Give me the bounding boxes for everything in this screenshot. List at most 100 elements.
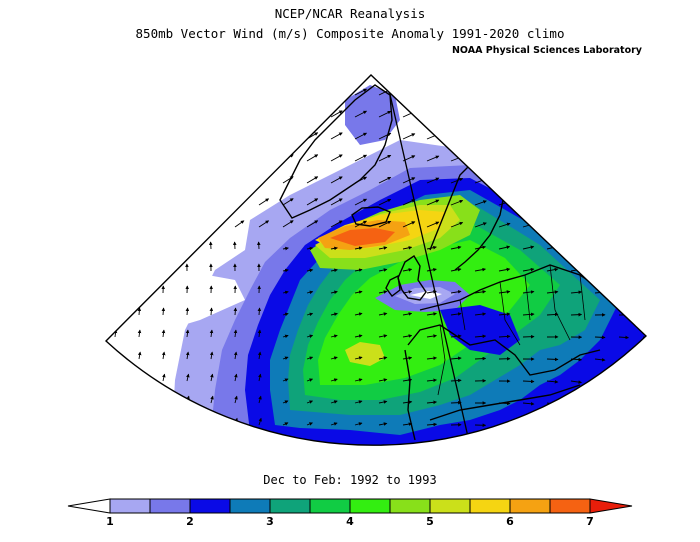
wind-vector [522, 201, 535, 206]
wind-vector [426, 334, 437, 338]
wind-vector [282, 400, 289, 404]
wind-vector [474, 200, 487, 206]
wind-vector [594, 358, 606, 362]
wind-vector [546, 157, 558, 162]
wind-vector [210, 198, 220, 206]
wind-vector [330, 378, 338, 382]
wind-vector [402, 334, 413, 338]
wind-vector [450, 334, 462, 338]
wind-vector [114, 177, 121, 184]
wind-vector [642, 181, 646, 184]
wind-vector [114, 133, 121, 140]
colorbar-swatch [189, 498, 231, 514]
wind-vector [210, 373, 214, 382]
wind-vector [258, 395, 262, 404]
wind-vector [210, 439, 215, 446]
wind-vector [642, 115, 646, 118]
wind-vector [211, 463, 214, 470]
wind-vector [306, 400, 314, 404]
wind-vector [138, 155, 146, 162]
wind-vector [642, 203, 646, 206]
colorbar-tick-label: 2 [186, 515, 194, 528]
wind-vector [162, 89, 171, 96]
wind-vector [210, 154, 220, 162]
wind-vector [546, 312, 559, 317]
wind-vector [330, 334, 338, 338]
greenland-coast [279, 84, 393, 219]
wind-vector [138, 417, 142, 426]
wind-vector [114, 89, 121, 96]
wind-vector [259, 463, 262, 470]
wind-vector [209, 351, 214, 360]
wind-vector [402, 89, 416, 96]
wind-vector [162, 177, 171, 184]
wind-vector [498, 312, 511, 316]
wind-vector [594, 179, 605, 184]
wind-vector [618, 92, 628, 96]
wind-vector [594, 335, 606, 340]
wind-vector [234, 132, 245, 140]
wind-vector [282, 220, 294, 228]
wind-vector [258, 439, 263, 446]
wind-vector [138, 373, 142, 382]
wind-vector [354, 198, 368, 206]
wind-vector [186, 220, 195, 228]
wind-vector [402, 177, 416, 184]
wind-vector [113, 351, 118, 360]
wind-vector [306, 220, 319, 228]
wind-vector [522, 312, 535, 317]
wind-vector [210, 220, 220, 228]
wind-vector [186, 154, 195, 162]
wind-vector [642, 291, 646, 294]
wind-vector [354, 220, 368, 228]
wind-vector [186, 417, 190, 426]
wind-vector [137, 307, 142, 316]
wind-vector [306, 88, 319, 96]
wind-vector [378, 154, 392, 162]
wind-vector [594, 245, 606, 250]
wind-vector [114, 417, 118, 426]
wind-vector [570, 223, 581, 228]
wind-vector [137, 329, 142, 338]
wind-vector [138, 439, 143, 446]
wind-vector [523, 447, 534, 449]
wind-vector [546, 135, 558, 140]
wind-vector [402, 221, 416, 228]
wind-vector [475, 447, 486, 448]
wind-vector [354, 422, 363, 426]
wind-vector [595, 447, 604, 451]
wind-vector [257, 351, 262, 360]
wind-vector [210, 88, 220, 96]
wind-vector [642, 246, 646, 250]
wind-vector [570, 402, 582, 407]
wind-vector [306, 154, 319, 162]
wind-vector [114, 395, 118, 404]
wind-vector [547, 447, 558, 450]
britain-coast [397, 255, 427, 301]
wind-vector [282, 88, 294, 96]
wind-vector [426, 111, 440, 118]
wind-vector [594, 268, 606, 272]
wind-vector [330, 220, 343, 228]
wind-vector [618, 424, 629, 430]
wind-vector [570, 424, 582, 429]
wind-vector [618, 202, 628, 206]
wind-vector [282, 198, 294, 206]
wind-vector [307, 467, 312, 469]
wind-vector [257, 329, 262, 338]
wind-vector [161, 351, 166, 360]
wind-vector [522, 379, 535, 384]
wind-vector [499, 447, 510, 448]
wind-vector [475, 469, 486, 470]
wind-vector [499, 469, 510, 471]
wind-vector [571, 447, 581, 450]
wind-vector [355, 467, 362, 469]
wind-vector [522, 91, 535, 96]
wind-vector [402, 246, 413, 250]
wind-vector [474, 290, 487, 294]
colorbar-swatch [549, 498, 591, 514]
wind-vector [378, 132, 392, 140]
contour-band-6-5 [330, 228, 395, 246]
wind-vector [186, 176, 195, 184]
